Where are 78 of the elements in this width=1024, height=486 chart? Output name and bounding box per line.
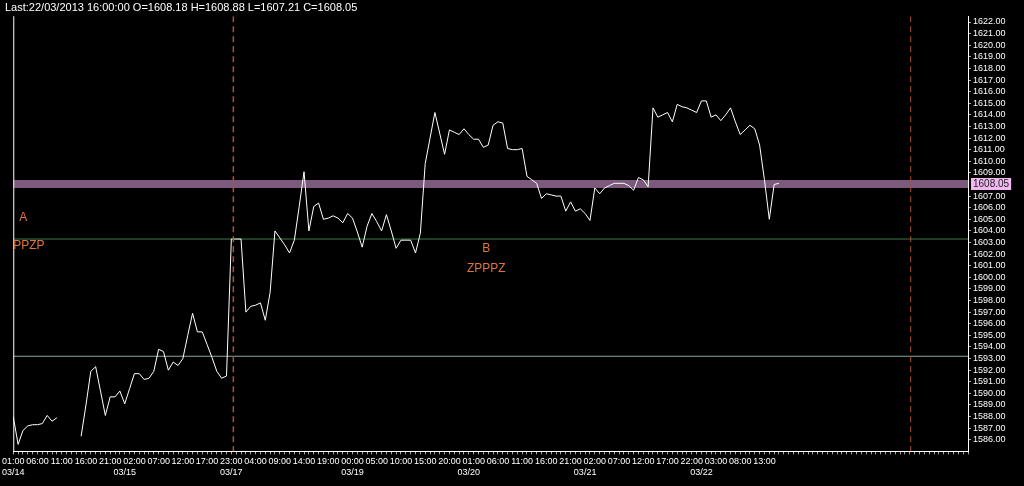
y-tick-label: 1602.00 — [973, 248, 1006, 259]
x-tick-label: 11:00 — [50, 456, 73, 467]
x-tick-label: 22:00 — [680, 456, 704, 467]
y-tick-label: 1586.00 — [973, 434, 1006, 445]
y-tick-label: 1590.00 — [973, 387, 1006, 398]
y-tick-label: 1614.00 — [973, 109, 1006, 120]
x-tick-label: 17:00 — [656, 456, 679, 467]
y-tick-label: 1603.00 — [973, 236, 1006, 247]
annotation: PPZP — [13, 238, 45, 253]
y-tick-label: 1609.00 — [973, 167, 1006, 178]
x-tick-label: 11:00 — [511, 456, 534, 467]
y-tick-label: 1617.00 — [973, 74, 1006, 85]
x-tick-label: 12:00 — [632, 456, 655, 467]
x-tick-label: 08:00 — [728, 456, 752, 467]
y-tick-label: 1588.00 — [973, 411, 1006, 422]
x-tick-label: 01:00 — [462, 456, 485, 467]
y-tick-label: 1612.00 — [973, 132, 1006, 143]
y-tick-label: 1594.00 — [973, 341, 1006, 352]
x-tick-label: 19:00 — [317, 456, 340, 467]
x-tick-label: 16:00 — [535, 456, 558, 467]
y-tick-label: 1615.00 — [973, 97, 1006, 108]
x-tick-label: 03/21 — [573, 467, 597, 478]
x-tick-label: 03/15 — [113, 467, 136, 478]
y-tick-label: 1613.00 — [973, 120, 1006, 131]
ref-line-label: 1608.05 — [973, 177, 1010, 189]
chart-title: Last:22/03/2013 16:00:00 O=1608.18 H=1608.88 L=1607.21 C=1608.05 — [5, 0, 358, 13]
y-tick-label: 1600.00 — [973, 271, 1006, 282]
x-tick-label: 07:00 — [147, 456, 170, 467]
x-tick-label: 00:00 03/19 — [341, 456, 364, 478]
x-tick-label: 09:00 — [268, 456, 292, 467]
y-tick-label: 1610.00 — [973, 155, 1006, 166]
x-tick-label: 06:00 — [486, 456, 510, 467]
y-tick-label: 1621.00 — [973, 28, 1006, 39]
y-tick-label: 1619.00 — [973, 51, 1006, 62]
annotation: ZPPPZ — [466, 260, 506, 275]
x-tick-label: 02:00 — [123, 456, 146, 467]
x-tick-label: 17:00 — [195, 456, 219, 467]
y-tick-label: 1622.00 — [973, 16, 1006, 27]
y-tick-label: 1605.00 — [973, 213, 1006, 224]
x-tick-label: 03/22 — [690, 467, 713, 478]
x-tick-label: 06:00 — [26, 456, 49, 467]
y-tick-label: 1618.00 — [973, 62, 1006, 73]
y-tick-label: 1599.00 — [973, 283, 1006, 294]
y-tick-label: 1611.00 — [973, 144, 1005, 155]
x-tick-label: 07:00 — [607, 456, 631, 467]
x-tick-label: 15:00 — [413, 456, 437, 467]
y-tick-label: 1616.00 — [973, 86, 1006, 97]
y-tick-label: 1596.00 — [973, 318, 1006, 329]
y-tick-label: 1620.00 — [973, 39, 1006, 50]
x-tick-label: 01:00 03/14 — [2, 456, 25, 478]
annotation: B — [482, 241, 491, 256]
y-tick-label: 1604.00 — [973, 225, 1006, 236]
x-tick-label: 02:00 — [583, 456, 607, 467]
y-tick-label: 1593.00 — [973, 353, 1006, 364]
x-tick-label: 03/20 — [457, 467, 481, 478]
y-tick-label: 1592.00 — [973, 364, 1006, 375]
y-tick-label: 1601.00 — [973, 260, 1006, 271]
x-tick-label: 13:00 — [753, 456, 776, 467]
x-tick-label: 05:00 — [365, 456, 389, 467]
y-tick-label: 1587.00 — [973, 422, 1006, 433]
x-tick-label: 04:00 — [244, 456, 267, 467]
y-tick-label: 1591.00 — [973, 376, 1006, 387]
y-tick-label: 1595.00 — [973, 329, 1006, 340]
x-tick-label: 21:00 — [98, 456, 122, 467]
x-tick-label: 03:00 — [704, 456, 728, 467]
x-tick-label: 10:00 — [389, 456, 413, 467]
y-tick-label: 1607.00 — [973, 190, 1006, 201]
x-tick-label: 21:00 — [559, 456, 582, 467]
x-tick-label: 12:00 — [171, 456, 195, 467]
y-tick-label: 1598.00 — [973, 295, 1006, 306]
x-tick-label: 14:00 — [292, 456, 316, 467]
x-tick-label: 20:00 — [438, 456, 461, 467]
y-tick-label: 1597.00 — [973, 306, 1006, 317]
annotation: A — [19, 209, 28, 224]
y-tick-label: 1606.00 — [973, 202, 1006, 213]
x-tick-label: 16:00 — [74, 456, 98, 467]
y-tick-label: 1589.00 — [973, 399, 1006, 410]
x-tick-label: 23:00 03/17 — [220, 456, 243, 478]
